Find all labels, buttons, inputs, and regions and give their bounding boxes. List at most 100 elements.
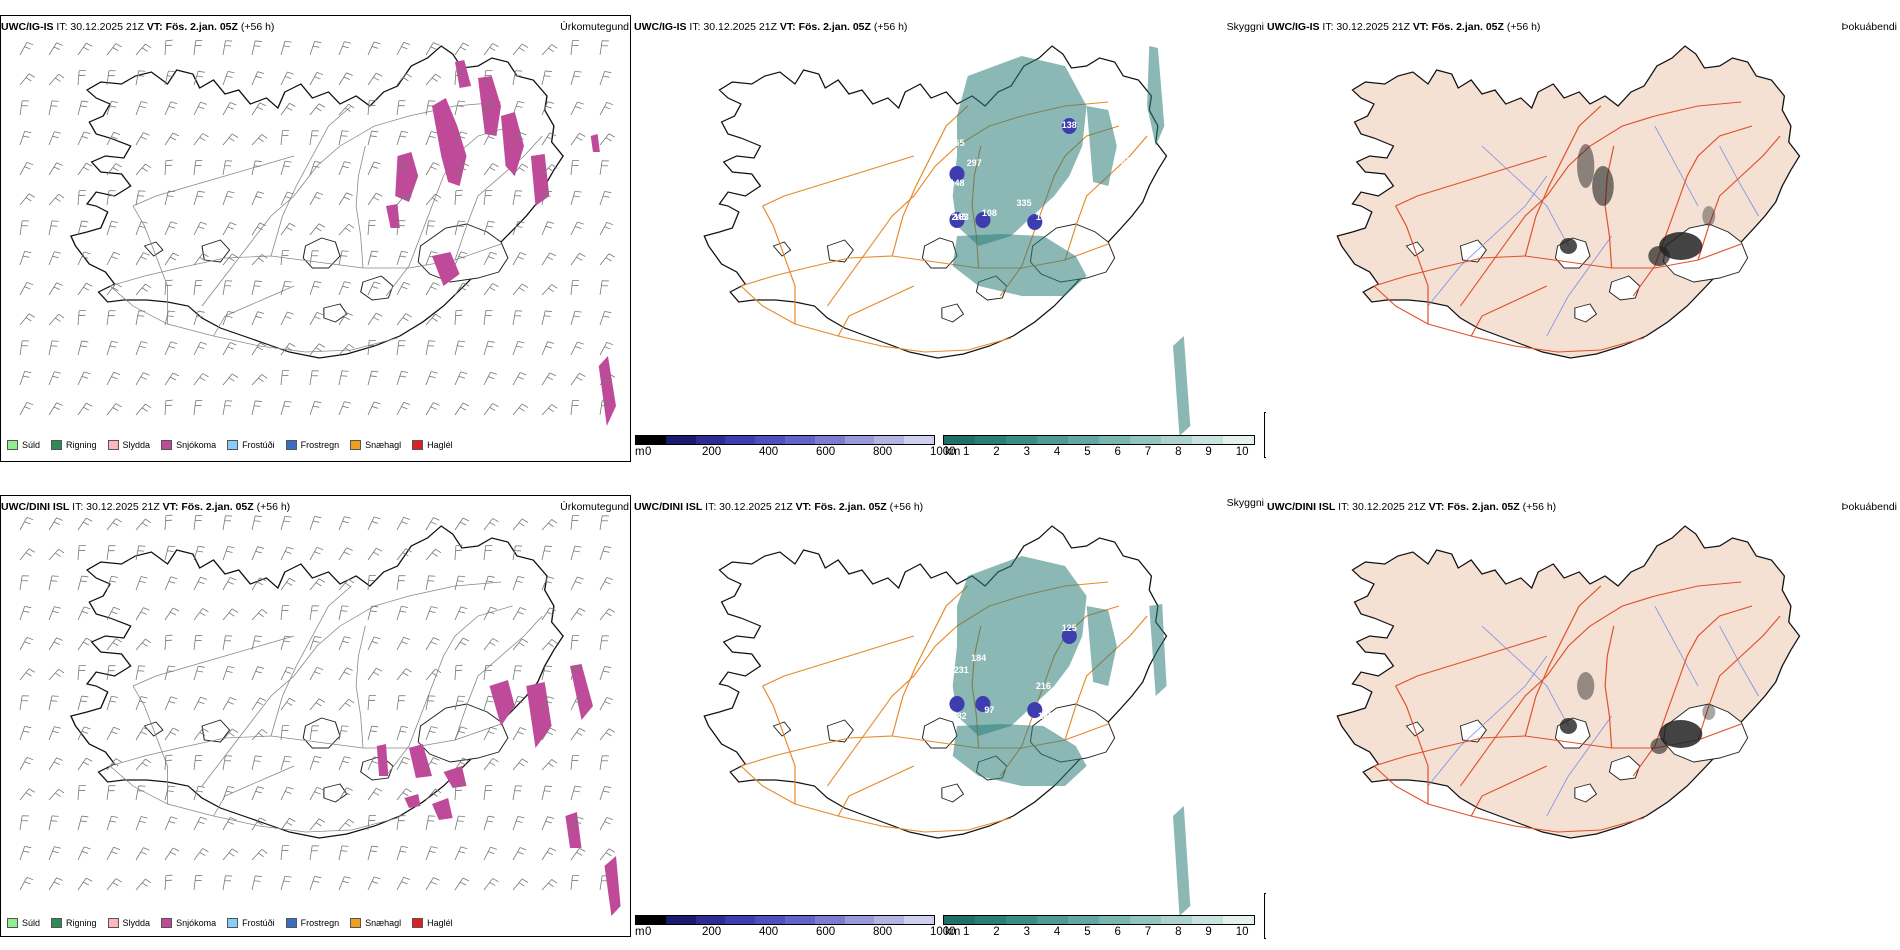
panel-header: UWC/DINI ISL IT: 30.12.2025 21Z VT: Fös.… bbox=[1267, 501, 1557, 513]
legend-item: Frostúði bbox=[227, 918, 275, 928]
legend-item: Slydda bbox=[107, 918, 150, 928]
panel-title: Þokuábendi bbox=[1841, 501, 1897, 513]
colorbar-tick-label: 9 bbox=[1205, 926, 1212, 938]
cloudbase-height-label: 184 bbox=[971, 653, 986, 663]
iceland-map bbox=[69, 525, 621, 916]
colorbar-step bbox=[725, 436, 756, 444]
colorbar-tick-label: 600 bbox=[816, 446, 836, 458]
colorbar-step bbox=[904, 916, 934, 924]
river-lines bbox=[1427, 125, 1759, 337]
cloudbase-colorbar bbox=[635, 435, 935, 445]
colorbar-tick-label: 4 bbox=[1053, 926, 1061, 938]
fog-indicator-areas bbox=[1559, 144, 1716, 266]
colorbar-step bbox=[1130, 436, 1161, 444]
colorbar-step bbox=[844, 436, 875, 444]
fog-indicator-panel-row1: UWC/IG-IS IT: 30.12.2025 21Z VT: Fös. 2.… bbox=[1266, 0, 1899, 475]
cloudbase-height-label: 123 bbox=[1038, 711, 1053, 721]
colorbar-tick-label: 2 bbox=[993, 446, 1000, 458]
legend-swatch bbox=[107, 440, 119, 450]
cloudbase-unit: m bbox=[635, 926, 645, 938]
colorbar-tick-label: 9 bbox=[1205, 446, 1212, 458]
visibility-colorbar bbox=[943, 915, 1255, 925]
road-lines bbox=[1373, 581, 1781, 833]
colorbar-step bbox=[665, 436, 696, 444]
wind-barbs bbox=[19, 514, 615, 891]
colorbar-tick-label: 7 bbox=[1144, 446, 1152, 458]
colorbar-tick-label: 400 bbox=[759, 446, 779, 458]
wind-barbs bbox=[19, 39, 615, 416]
glacier-outline bbox=[921, 717, 958, 749]
legend-swatch bbox=[51, 440, 63, 450]
iceland-map bbox=[1336, 525, 1801, 839]
glacier-outline bbox=[826, 719, 854, 743]
cloud-visibility-panel-row2: 125 184 231 216 211 50 182 97 123 UWC/DINI ISL I… bbox=[633, 475, 1266, 950]
cloudbase-height-label: 97 bbox=[984, 705, 994, 715]
colorbar-step bbox=[1068, 916, 1099, 924]
cloudbase-height-label: 138 bbox=[1062, 120, 1077, 130]
colorbar-step bbox=[975, 436, 1006, 444]
legend-swatch bbox=[7, 918, 18, 928]
legend-swatch bbox=[285, 440, 297, 450]
iceland-map bbox=[703, 45, 1191, 436]
colorbar-tick-label: 800 bbox=[873, 926, 893, 938]
legend-swatch bbox=[107, 918, 119, 928]
colorbar-tick-label: 4 bbox=[1053, 446, 1061, 458]
legend-swatch bbox=[227, 918, 239, 928]
cloudbase-height-label: 395 bbox=[1122, 138, 1137, 148]
colorbar-step bbox=[944, 916, 975, 924]
glacier-outline bbox=[921, 237, 958, 269]
colorbar-tick-label: 0 bbox=[645, 446, 652, 458]
visibility-unit: km bbox=[945, 446, 961, 458]
colorbar-tick-label: 800 bbox=[873, 446, 893, 458]
legend-swatch bbox=[161, 440, 173, 450]
colorbar-tick-label: 3 bbox=[1023, 926, 1030, 938]
iceland-coastline bbox=[1336, 525, 1801, 839]
cloudbase-height-label: 108 bbox=[982, 208, 997, 218]
glacier-outline bbox=[201, 239, 231, 263]
precip-map bbox=[19, 39, 616, 426]
fog-indicator-areas bbox=[1559, 672, 1716, 754]
cloudbase-height-label: 132 bbox=[1036, 212, 1051, 222]
colorbar-tick-label: 6 bbox=[1114, 446, 1121, 458]
glacier-outline bbox=[826, 239, 854, 263]
panel-header: UWC/IG-IS IT: 30.12.2025 21Z VT: Fös. 2.… bbox=[1, 21, 275, 33]
colorbar-step bbox=[1068, 436, 1099, 444]
panel-title: Úrkomutegund bbox=[560, 21, 629, 33]
legend-item: Snjókoma bbox=[161, 918, 216, 928]
iceland-coastline bbox=[69, 525, 564, 839]
colorbar-step bbox=[1192, 436, 1223, 444]
fog-indicator-panel-row2: UWC/DINI ISL IT: 30.12.2025 21Z VT: Fös.… bbox=[1266, 475, 1899, 950]
cloudbase-colorbar bbox=[635, 915, 935, 925]
colorbar-step bbox=[1006, 916, 1037, 924]
cloudbase-height-label: 216 bbox=[1036, 681, 1051, 691]
glacier-outline bbox=[323, 783, 348, 803]
colorbar-tick-label: 5 bbox=[1084, 926, 1091, 938]
colorbar-step bbox=[1006, 436, 1037, 444]
cloudbase-height-label: 265 bbox=[949, 138, 964, 148]
colorbar-step bbox=[814, 436, 845, 444]
colorbar-tick-label: 3 bbox=[1023, 446, 1030, 458]
panel-header: UWC/IG-IS IT: 30.12.2025 21Z VT: Fös. 2.… bbox=[1267, 21, 1541, 33]
cloudbase-height-label: 182 bbox=[952, 711, 967, 721]
low-visibility-areas bbox=[952, 556, 1191, 916]
visibility-colorbar bbox=[943, 435, 1255, 445]
colorbar-step bbox=[944, 436, 975, 444]
cloudbase-height-label: 78 bbox=[935, 196, 945, 206]
glacier-outline bbox=[1608, 275, 1641, 301]
colorbar-step bbox=[695, 436, 726, 444]
colorbar-step bbox=[1161, 916, 1192, 924]
cloudbase-height-label: 50 bbox=[935, 703, 945, 713]
panel-title: Þokuábendi bbox=[1841, 21, 1897, 33]
legend-swatch bbox=[227, 440, 239, 450]
legend-item: Snæhagl bbox=[350, 440, 401, 450]
cloudbase-height-labels: 138 265 395 297 137 148 44 78 245 335 163 108 132 bbox=[935, 120, 1138, 222]
glacier-outline bbox=[1574, 783, 1598, 803]
colorbar-step bbox=[695, 916, 726, 924]
iceland-map bbox=[703, 525, 1191, 916]
legend-swatch bbox=[412, 440, 424, 450]
precip-legend: Súld Rigning Slydda Snjókoma Frostúði Fr… bbox=[7, 918, 464, 928]
fog-legend: 0 60 bbox=[1264, 412, 1266, 458]
legend-item: Snjókoma bbox=[161, 440, 216, 450]
glacier-outline bbox=[941, 303, 965, 323]
